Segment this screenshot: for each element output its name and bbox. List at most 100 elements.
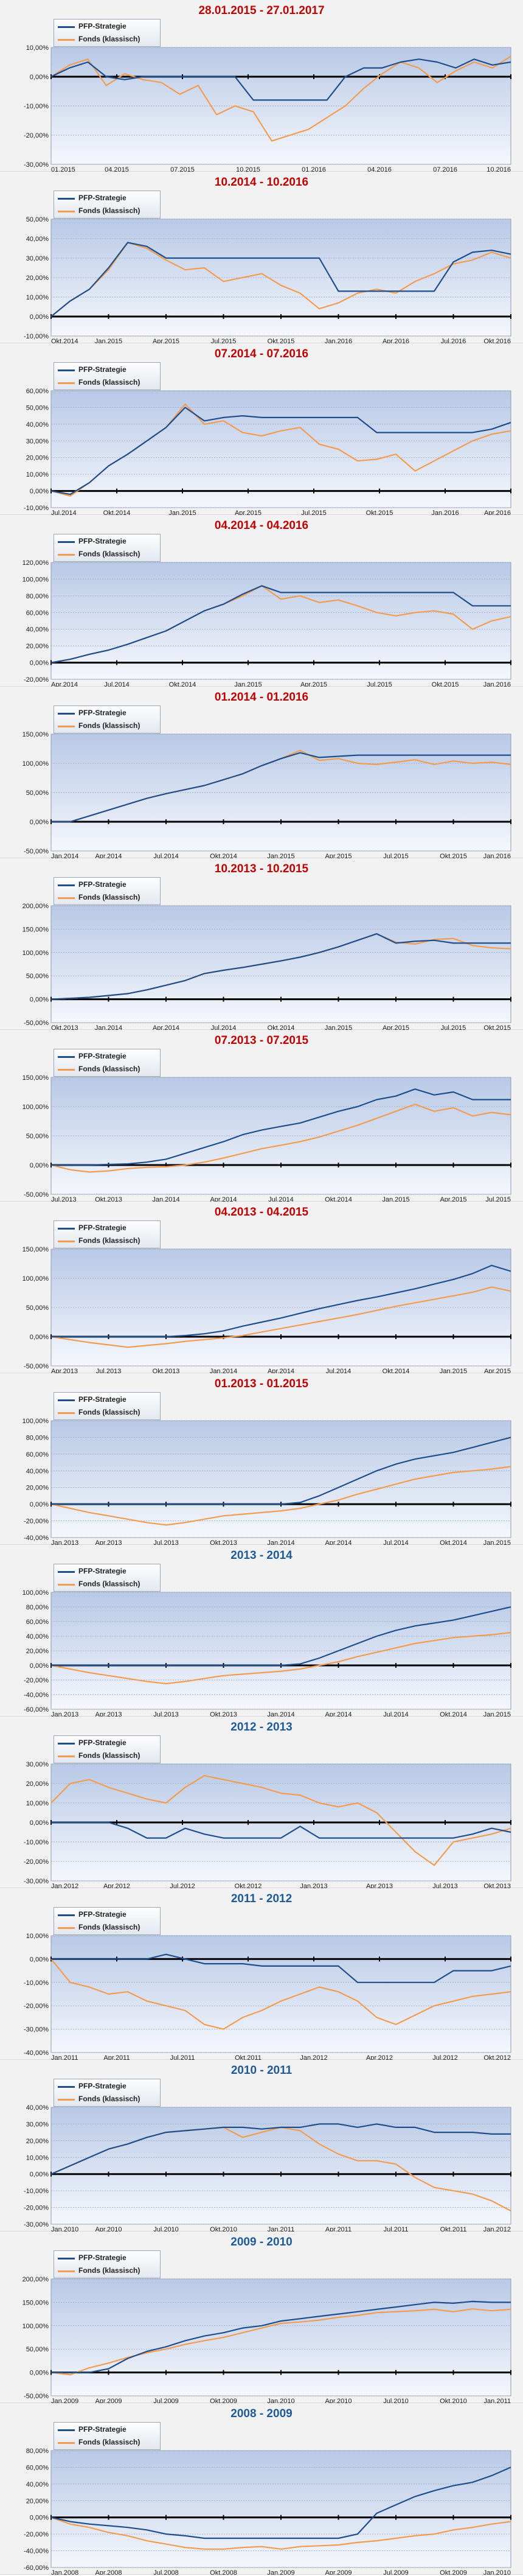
- chart-panel: 04.2013 - 04.2015 -50,00% 0,00% 50,00% 100,0…: [0, 1202, 523, 1373]
- x-tick-label: Apr.2014: [325, 1539, 352, 1545]
- x-tick-label: Apr.2013: [95, 1711, 122, 1717]
- y-tick-label: 40,00%: [26, 1633, 49, 1640]
- legend-label: Fonds (klassisch): [78, 2095, 140, 2103]
- chart-title: 07.2014 - 07.2016: [214, 348, 309, 360]
- y-tick-label: 20,00%: [26, 275, 49, 282]
- chart-legend: PFP-Strategie Fonds (klassisch): [54, 2250, 161, 2278]
- y-tick-label: -30,00%: [24, 2026, 49, 2034]
- x-tick-label: Okt.2012: [235, 1883, 262, 1888]
- x-tick-label: Okt.2008: [210, 2569, 237, 2575]
- chart-legend: PFP-Strategie Fonds (klassisch): [54, 705, 161, 733]
- legend-swatch: [58, 2258, 75, 2259]
- x-tick-label: Okt.2013: [210, 1711, 237, 1717]
- x-tick-label: Jan.2008: [51, 2569, 78, 2575]
- x-tick-label: Jan.2011: [51, 2054, 78, 2060]
- x-tick-label: Okt.2014: [103, 509, 131, 515]
- plot-area: [50, 2107, 511, 2225]
- legend-item-fonds: Fonds (klassisch): [58, 548, 159, 561]
- line-chart: -50,00% 0,00% 50,00% 100,00% 150,00% Jan.2014…: [23, 731, 511, 858]
- y-tick-label: 10,00%: [26, 471, 49, 478]
- legend-item-strategie: PFP-Strategie: [58, 1566, 159, 1578]
- x-tick-label: Jan.2015: [168, 509, 196, 515]
- line-chart: -40,00% -20,00% 0,00% 20,00% 40,00% 60,00% 80,…: [23, 1418, 511, 1545]
- y-tick-label: 200,00%: [23, 903, 49, 910]
- x-tick-label: Okt.2015: [268, 338, 295, 343]
- plot-area: [50, 1935, 511, 2053]
- series-line-pfp-strategie: [51, 1953, 511, 1983]
- chart-title: 2008 - 2009: [230, 2407, 293, 2420]
- x-tick-label: Jan.2016: [483, 681, 511, 687]
- chart-title: 10.2013 - 10.2015: [214, 863, 309, 875]
- legend-item-fonds: Fonds (klassisch): [58, 1407, 159, 1419]
- x-tick-label: Apr.2015: [153, 338, 179, 343]
- legend-label: Fonds (klassisch): [78, 1408, 140, 1416]
- x-tick-label: Okt.2011: [440, 2226, 467, 2231]
- chart-panel: 2013 - 2014 -60,00% -40,00% -20,00% 0,00% 20,…: [0, 1545, 523, 1717]
- legend-swatch: [58, 897, 75, 899]
- line-chart: -30,00% -20,00% -10,00% 0,00% 10,00% 20,00% 30…: [24, 1761, 511, 1888]
- x-tick-label: Apr.2014: [95, 853, 122, 858]
- x-tick-label: Okt.2013: [95, 1196, 122, 1202]
- x-tick-label: Okt.2009: [440, 2569, 467, 2575]
- x-tick-label: Jan.2011: [484, 2398, 511, 2403]
- chart-panel: 01.2014 - 01.2016 -50,00% 0,00% 50,00% 100,0…: [0, 687, 523, 858]
- y-tick-label: 80,00%: [26, 593, 49, 600]
- x-tick-label: Jan.2010: [267, 2398, 294, 2403]
- line-chart: -50,00% 0,00% 50,00% 100,00% 150,00% 200,00% O…: [23, 903, 511, 1030]
- legend-label: Fonds (klassisch): [78, 378, 140, 387]
- legend-swatch: [58, 554, 75, 556]
- y-tick-label: -20,00%: [24, 1858, 49, 1866]
- chart-panel: 07.2013 - 07.2015 -50,00% 0,00% 50,00% 100,0…: [0, 1030, 523, 1202]
- legend-swatch: [58, 39, 75, 41]
- legend-label: Fonds (klassisch): [78, 550, 140, 558]
- x-tick-label: 01.2016: [302, 166, 326, 172]
- y-tick-label: -40,00%: [24, 2049, 49, 2057]
- x-tick-label: Apr.2010: [95, 2226, 122, 2231]
- series-line-pfp-strategie: [51, 1437, 511, 1505]
- y-tick-label: 100,00%: [23, 2323, 49, 2330]
- line-chart: -20,00% 0,00% 20,00% 40,00% 60,00% 80,00% 100,…: [23, 559, 511, 687]
- legend-swatch: [58, 2270, 75, 2272]
- x-tick-label: Apr.2015: [325, 853, 352, 858]
- y-tick-label: -20,00%: [24, 132, 49, 139]
- legend-item-strategie: PFP-Strategie: [58, 1051, 159, 1063]
- legend-item-strategie: PFP-Strategie: [58, 364, 159, 376]
- x-tick-label: Jul.2015: [211, 338, 237, 343]
- y-tick-label: 20,00%: [26, 455, 49, 462]
- y-tick-label: 100,00%: [23, 576, 49, 583]
- legend-item-strategie: PFP-Strategie: [58, 2081, 159, 2093]
- y-tick-label: -50,00%: [24, 2393, 49, 2400]
- x-tick-label: Jul.2010: [153, 2226, 179, 2231]
- y-tick-label: 20,00%: [26, 2138, 49, 2145]
- series-line-pfp-strategie: [51, 1264, 511, 1338]
- x-tick-label: 04.2015: [105, 166, 129, 172]
- line-chart: -60,00% -40,00% -20,00% 0,00% 20,00% 40,00% 60…: [23, 1589, 511, 1717]
- series-line-fonds-klassisch: [50, 1466, 511, 1526]
- y-tick-label: 0,00%: [30, 74, 49, 81]
- x-tick-label: Okt.2014: [383, 1368, 410, 1373]
- y-tick-label: 0,00%: [30, 1162, 49, 1169]
- x-tick-label: Apr.2011: [325, 2226, 352, 2231]
- chart-title: 04.2013 - 04.2015: [214, 1206, 309, 1219]
- x-tick-label: Jan.2010: [483, 2569, 511, 2575]
- x-tick-label: Jan.2015: [95, 338, 122, 343]
- chart-legend: PFP-Strategie Fonds (klassisch): [54, 1220, 161, 1248]
- x-tick-label: Apr.2014: [153, 1024, 179, 1030]
- legend-swatch: [58, 1069, 75, 1071]
- x-tick-label: 04.2016: [367, 166, 392, 172]
- y-tick-label: 0,00%: [30, 313, 49, 321]
- y-tick-label: 40,00%: [26, 421, 49, 429]
- legend-label: PFP-Strategie: [78, 2253, 126, 2262]
- x-tick-label: Apr.2015: [235, 509, 262, 515]
- x-tick-label: 07.2015: [170, 166, 195, 172]
- x-tick-label: Apr.2009: [325, 2569, 352, 2575]
- chart-panel: 10.2013 - 10.2015 -50,00% 0,00% 50,00% 100,0…: [0, 858, 523, 1030]
- chart-legend: PFP-Strategie Fonds (klassisch): [54, 877, 161, 905]
- y-tick-label: -20,00%: [24, 1677, 49, 1684]
- x-tick-label: Okt.2015: [432, 681, 459, 687]
- x-tick-label: Okt.2015: [483, 1024, 511, 1030]
- legend-label: Fonds (klassisch): [78, 1065, 140, 1073]
- y-tick-label: -30,00%: [24, 161, 49, 169]
- legend-swatch: [58, 1399, 75, 1401]
